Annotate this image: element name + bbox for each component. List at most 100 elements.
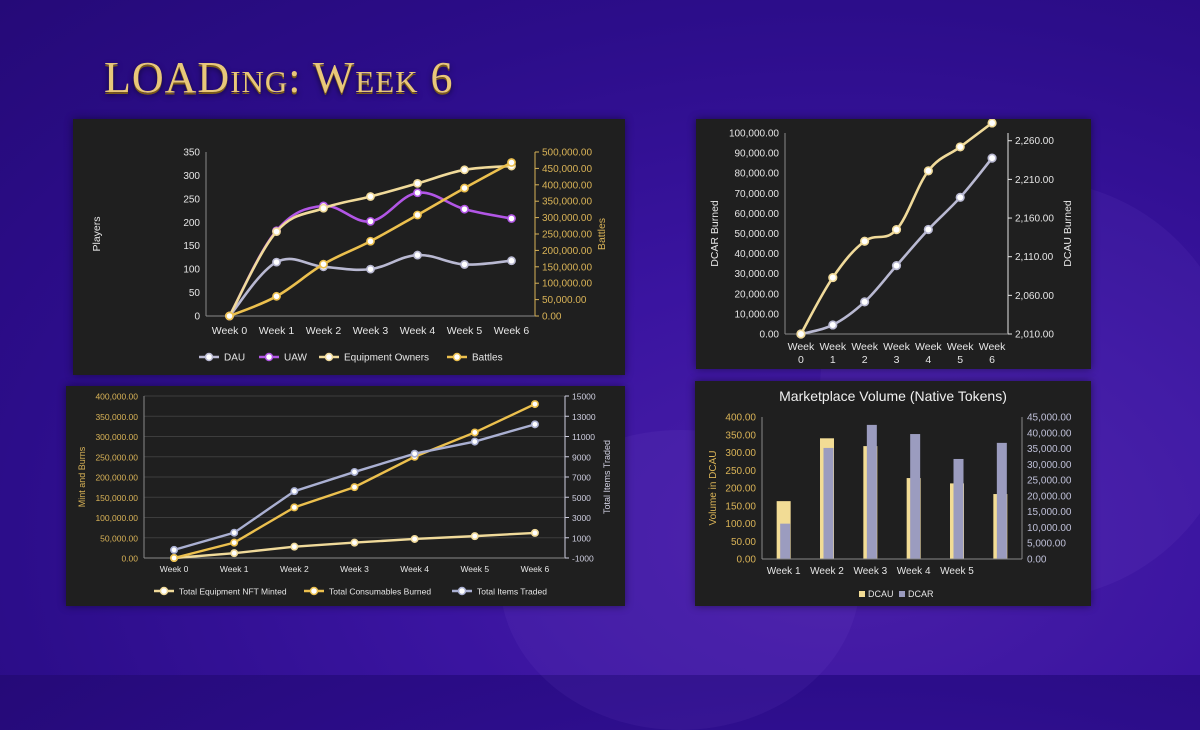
bar-dcar-week-1 [780,523,791,559]
point-total-consumables-burned-week-0 [170,554,179,563]
legend-marker-total-consumables-burned [309,586,319,596]
point-dcau-burned-week-6 [987,119,997,128]
x-tick-label-week-4: Week 4 [897,566,931,577]
y-tick-label-400-000-00: 400,000.00 [95,392,138,402]
point-battles-week-0 [225,311,234,321]
point-battles-week-5 [460,183,469,193]
point-equipment-owners-week-1 [272,227,281,237]
y2-tick-label-450-000-00: 450,000.00 [542,164,592,175]
legend-label-equipment-owners: Equipment Owners [344,353,429,364]
y2-tick-label-0-00: 0.00 [1027,555,1047,566]
y2-tick-label-11000: 11000 [572,432,595,442]
y-tick-label-40-000-00: 40,000.00 [735,249,780,260]
legend-label-uaw: UAW [284,353,308,364]
x-tick-label-week-1: Week [819,341,846,353]
x-tick-label-week-5: Week 5 [940,566,974,577]
legend-label-dcar: DCAR [908,589,934,599]
y-tick-label-150-00: 150.00 [725,501,756,512]
bar-dcar-week-6 [996,442,1007,559]
point-dcar-burned-week-6 [987,153,997,163]
y-tick-label-0-00: 0.00 [121,554,138,564]
y-tick-label-50-000-00: 50,000.00 [735,229,780,240]
y2-tick-label-5000: 5000 [572,493,591,503]
y2-tick-label-200-000-00: 200,000.00 [542,246,592,257]
x-tick-label-week-4: Week 4 [400,564,429,574]
legend-label-dcau: DCAU [868,589,894,599]
y2-axis-title: DCAU Burned [1062,200,1074,267]
y-tick-label-70-000-00: 70,000.00 [735,189,780,200]
mint-burns-chart-panel: 0.00 50,000.00 100,000.00 150,000.00 200,000… [66,386,625,606]
y2-tick-label-7000: 7000 [572,473,591,483]
legend-marker-equipment-owners [324,352,334,362]
legend-marker-uaw [264,352,274,362]
y2-tick-label-100-000-00: 100,000.00 [542,279,592,290]
burned-chart: 0.00 10,000.00 20,000.00 30,000.00 40,000.00… [709,119,1074,366]
x-tick-label-week-3: Week 3 [353,325,389,337]
y-tick-label-200: 200 [183,218,200,229]
players-chart-panel: 0 50 100 150 200 250 300 350 0.00 50,000.00 100,00… [73,119,625,375]
y2-tick-label-1000: 1000 [572,533,591,543]
y2-tick-label-250-000-00: 250,000.00 [542,230,592,241]
x-tick-label-week-3: Week 3 [853,566,887,577]
x-tick-label-week-1: Week 1 [767,566,801,577]
burned-chart-panel: 0.00 10,000.00 20,000.00 30,000.00 40,000.00… [696,119,1091,369]
point-dcau-burned-week-3 [891,225,902,235]
y-tick-label-200-000-00: 200,000.00 [95,473,138,483]
y2-tick-label-3000: 3000 [572,513,591,523]
point-dau-week-3 [366,264,375,274]
x-tick-label-week-0: Week 0 [212,325,248,337]
x-tick-label-week-6: Week 6 [494,325,530,337]
point-dcar-burned-week-2 [860,297,870,307]
page-title: LOADing: Week 6 [104,53,454,102]
y-tick-label-250: 250 [183,194,200,205]
y2-tick-label-10-000-00: 10,000.00 [1027,523,1072,534]
y-tick-label-10-000-00: 10,000.00 [735,309,780,320]
x-tick-label-week-2: Week 2 [810,566,844,577]
point-total-items-traded-week-1 [230,528,239,537]
y2-tick-label-30-000-00: 30,000.00 [1027,460,1072,471]
point-total-items-traded-week-0 [170,545,179,554]
x-tick-label-week-2: Week 2 [280,564,309,574]
x-tick-label-week-0: Week [788,341,815,353]
marketplace-chart-panel: Marketplace Volume (Native Tokens) 0.00 50… [695,381,1091,606]
series-line-dau [228,253,512,317]
legend-label-battles: Battles [472,353,503,364]
y-tick-label-350-000-00: 350,000.00 [95,412,138,422]
point-dcar-burned-week-3 [891,261,902,271]
point-dcar-burned-week-5 [955,192,965,202]
x-tick-label-week-1-num: 1 [830,354,836,366]
point-dcau-burned-week-4 [923,166,933,176]
y-tick-label-150: 150 [183,241,200,252]
y2-tick-label-5-000-00: 5,000.00 [1027,539,1066,550]
y2-tick-label-45-000-00: 45,000.00 [1027,413,1072,424]
y-tick-label-250-00: 250.00 [725,466,756,477]
point-total-consumables-burned-week-2 [290,503,299,512]
y-tick-label-30-000-00: 30,000.00 [735,269,780,280]
y2-tick-label-35-000-00: 35,000.00 [1027,444,1072,455]
point-total-equipment-nft-minted-week-3 [350,538,359,547]
series-line-dcar-burned [800,157,994,336]
y-tick-label-150-000-00: 150,000.00 [95,493,138,503]
y-tick-label-80-000-00: 80,000.00 [735,169,780,180]
x-tick-label-week-2: Week 2 [306,325,342,337]
y-tick-label-300-000-00: 300,000.00 [95,432,138,442]
point-equipment-owners-week-3 [366,192,375,201]
legend-marker-dau [204,352,214,362]
bar-dcar-week-4 [910,434,921,559]
x-tick-label-week-3: Week [883,341,910,353]
players-chart: 0 50 100 150 200 250 300 350 0.00 50,000.00 100,00… [91,148,608,364]
point-battles-week-6 [507,158,516,167]
point-dcau-burned-week-5 [955,142,965,152]
y-tick-label-400-00: 400.00 [725,413,756,424]
legend-marker-battles [452,352,462,362]
y-tick-label-300: 300 [183,171,200,182]
point-total-equipment-nft-minted-week-4 [410,534,419,543]
legend-label-total-equipment-nft-minted: Total Equipment NFT Minted [179,587,287,597]
point-total-items-traded-week-5 [470,437,479,446]
y-tick-label-0-00: 0.00 [737,555,757,566]
bar-dcar-week-2 [823,447,834,559]
point-battles-week-2 [319,259,328,269]
x-tick-label-week-5: Week 5 [447,325,483,337]
y-tick-label-50-000-00: 50,000.00 [100,533,138,543]
y2-tick-label-2-110-00: 2,110.00 [1015,252,1054,263]
